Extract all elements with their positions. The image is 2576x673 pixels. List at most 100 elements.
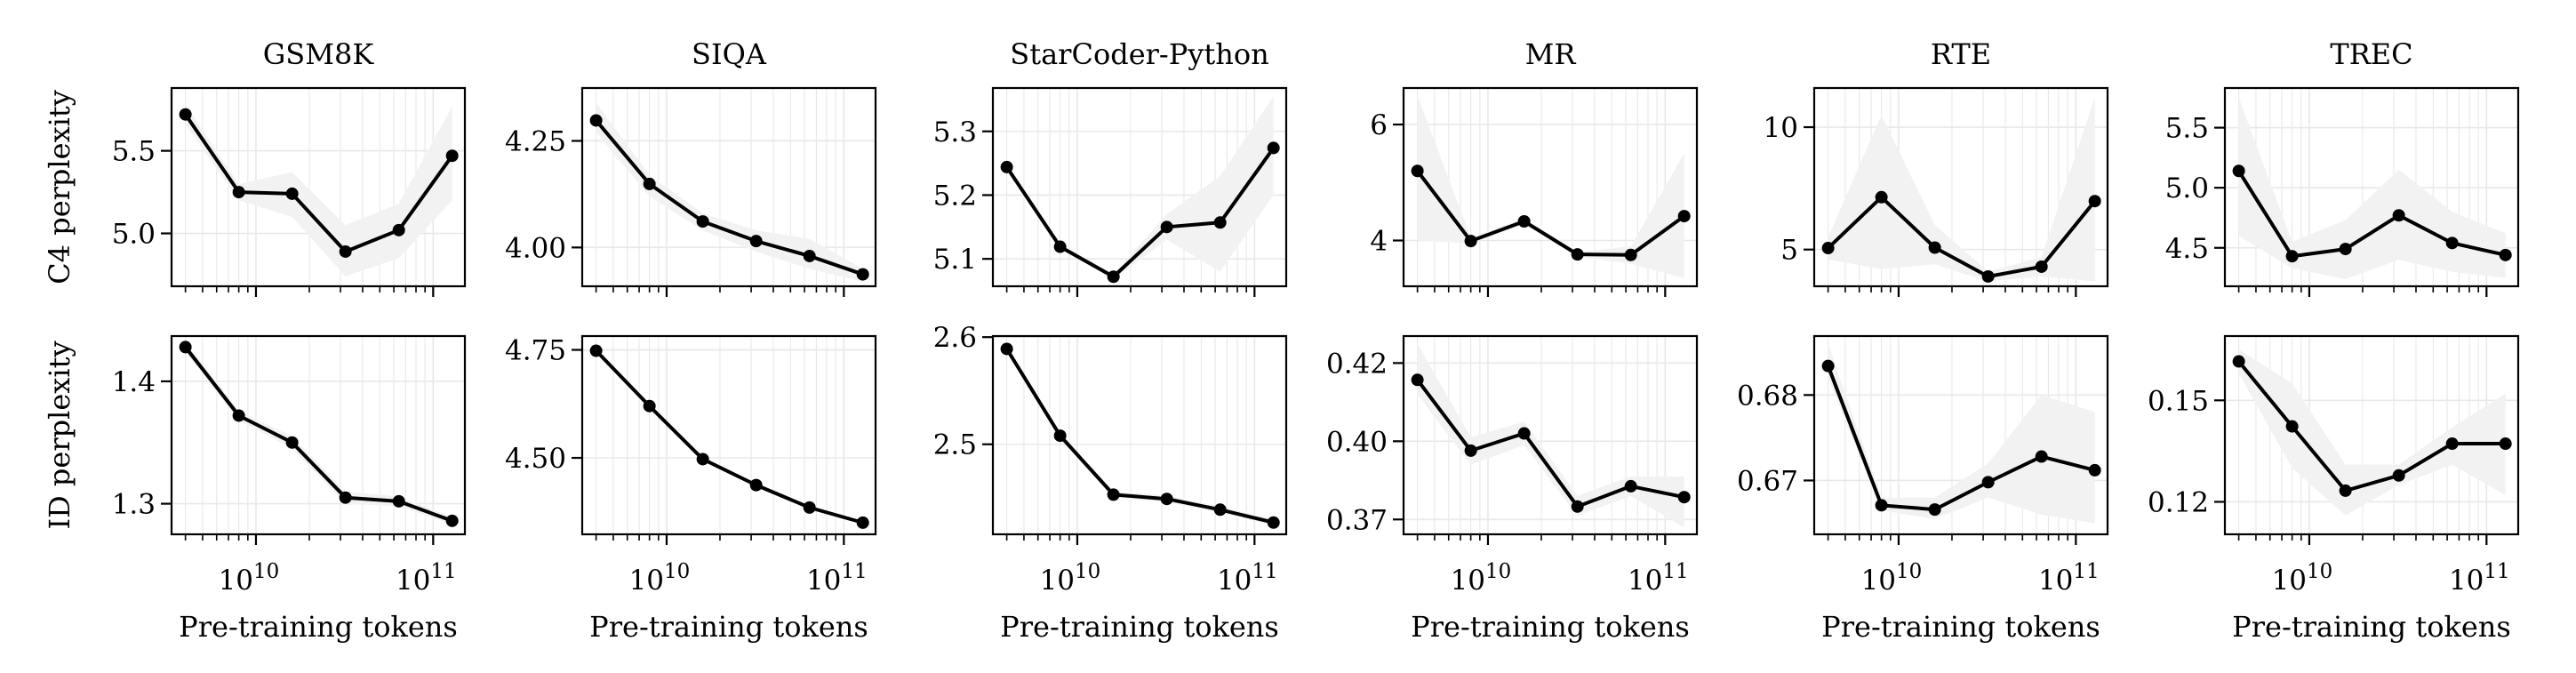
data-point — [2445, 236, 2459, 250]
y-tick-label: 4.75 — [505, 335, 566, 367]
data-point — [1677, 210, 1691, 223]
x-tick-label: 1010 — [219, 560, 280, 597]
panel-title: MR — [1525, 37, 1577, 71]
y-tick-label: 0.42 — [1326, 348, 1388, 380]
y-tick-label: 5 — [1780, 235, 1798, 267]
panel-title: TREC — [2330, 37, 2412, 71]
y-tick-label: 4.25 — [505, 125, 566, 157]
data-point — [1053, 240, 1067, 253]
confidence-band — [596, 102, 863, 282]
data-point — [2088, 463, 2101, 477]
data-point — [696, 215, 709, 228]
y-tick-label: 5.0 — [2165, 172, 2209, 204]
panel-top-2: 4.00 4.25 SIQA — [505, 37, 877, 297]
data-point — [803, 249, 816, 262]
data-point — [1928, 241, 1941, 254]
data-point — [2445, 437, 2459, 451]
x-tick-label: 1010 — [2272, 560, 2333, 597]
panel-bottom-4: 0.37 0.40 0.42 1010 1011 Pre-training tokens — [1326, 334, 1699, 644]
data-point — [445, 514, 459, 527]
data-point — [1411, 164, 1424, 178]
y-tick-label: 2.5 — [933, 429, 977, 461]
confidence-band — [1828, 343, 2095, 524]
confidence-band — [1828, 98, 2095, 282]
data-point — [643, 177, 656, 190]
x-tick-label: 1011 — [2449, 560, 2510, 597]
data-point — [1464, 235, 1477, 248]
panel-top-6: 4.5 5.0 5.5 TREC — [2165, 37, 2520, 297]
data-point — [2339, 484, 2352, 497]
y-tick-label: 4.5 — [2165, 233, 2209, 265]
series-line — [184, 346, 453, 523]
data-point — [2232, 164, 2245, 178]
confidence-band — [185, 104, 452, 276]
data-point — [2035, 450, 2048, 463]
data-point — [392, 494, 405, 508]
axes-frame — [580, 334, 877, 536]
data-point — [2392, 469, 2405, 482]
data-point — [2088, 195, 2101, 208]
series-line — [1416, 170, 1685, 257]
y-tick-label: 0.40 — [1326, 426, 1388, 458]
data-point — [1000, 160, 1013, 173]
y-tick-label: 10 — [1764, 112, 1798, 144]
data-point — [1821, 359, 1835, 373]
series-line — [1827, 195, 2097, 278]
confidence-band — [2238, 97, 2506, 279]
data-point — [1107, 270, 1120, 284]
data-point — [1517, 427, 1531, 440]
data-point — [1928, 503, 1941, 517]
data-point — [339, 491, 352, 504]
panel-title: GSM8K — [263, 37, 375, 71]
panel-top-3: 5.1 5.2 5.3 StarCoder-Python — [933, 37, 1288, 297]
data-point — [856, 268, 869, 281]
y-axis-label: ID perplexity — [43, 341, 76, 529]
data-point — [1213, 503, 1227, 517]
series-line — [1826, 365, 2096, 512]
y-tick-label: 2.6 — [933, 322, 977, 354]
axes-frame — [1812, 86, 2109, 288]
y-axis-label: C4 perplexity — [43, 90, 76, 284]
y-tick-label: 5.3 — [933, 116, 977, 148]
x-tick-label: 1010 — [1861, 560, 1923, 597]
data-point — [339, 244, 352, 258]
panel-bottom-3: 2.5 2.6 1010 1011 Pre-training tokens — [933, 322, 1288, 644]
y-tick-label: 5.5 — [112, 136, 156, 168]
y-tick-label: 5.2 — [933, 180, 977, 212]
axes-frame — [580, 86, 877, 288]
x-tick-label: 1011 — [2038, 560, 2100, 597]
axes-frame — [2223, 86, 2520, 288]
series-line — [595, 349, 864, 525]
data-point — [1981, 476, 1995, 489]
panel-top-5: 5 10 RTE — [1764, 37, 2109, 297]
data-point — [749, 478, 763, 492]
data-point — [749, 235, 763, 248]
y-tick-label: 1.3 — [112, 489, 156, 521]
data-point — [643, 399, 656, 413]
y-tick-label: 0.37 — [1326, 504, 1388, 536]
data-point — [1624, 248, 1637, 261]
data-point — [1981, 269, 1995, 283]
data-point — [392, 223, 405, 236]
data-point — [1160, 493, 1173, 506]
y-tick-label: 0.67 — [1737, 465, 1798, 497]
data-point — [1000, 342, 1013, 356]
data-point — [2285, 250, 2299, 263]
x-axis-label: Pre-training tokens — [1411, 610, 1690, 644]
data-point — [179, 341, 192, 354]
confidence-band — [1417, 95, 1684, 278]
y-tick-label: 5.0 — [112, 219, 156, 251]
series-line — [1004, 147, 1276, 279]
data-point — [589, 114, 603, 127]
panel-title: SIQA — [692, 37, 767, 71]
data-point — [1875, 499, 1888, 512]
data-point — [1571, 248, 1584, 261]
panel-bottom-6: 0.12 0.15 1010 1011 Pre-training tokens — [2148, 334, 2520, 644]
data-point — [696, 453, 709, 466]
y-tick-label: 4.00 — [505, 232, 566, 264]
x-axis-label: Pre-training tokens — [1000, 610, 1279, 644]
data-point — [1875, 190, 1888, 204]
x-tick-label: 1010 — [1451, 560, 1512, 597]
axes-frame — [2223, 334, 2520, 536]
data-point — [2285, 420, 2299, 433]
